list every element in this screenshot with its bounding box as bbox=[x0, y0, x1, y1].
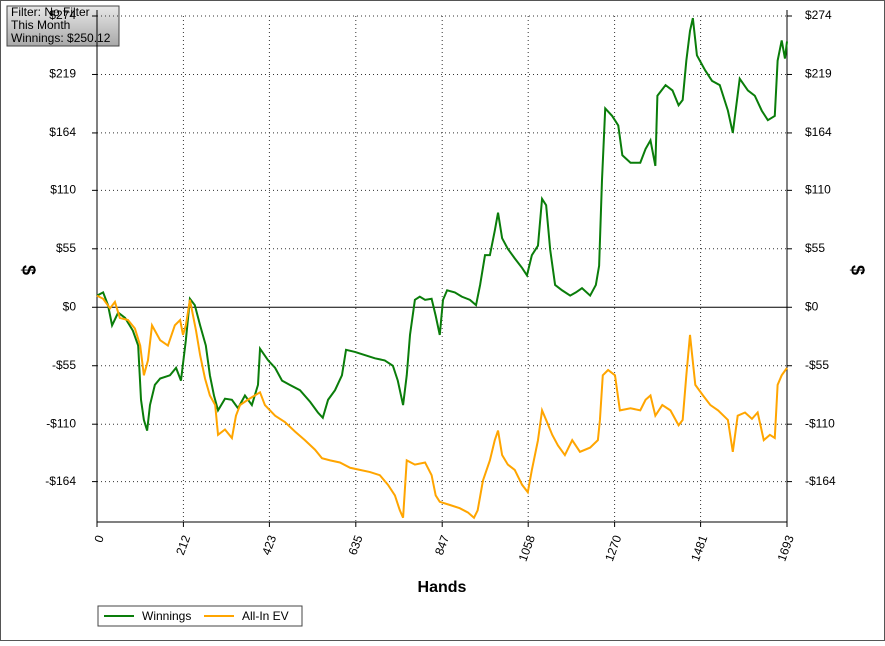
x-tick-label: 212 bbox=[173, 533, 193, 557]
series-line bbox=[96, 294, 788, 520]
y-tick-label: -$110 bbox=[46, 416, 76, 430]
legend-label: Winnings bbox=[142, 609, 191, 623]
x-tick-label: 0 bbox=[91, 533, 107, 544]
y2-tick-label: $274 bbox=[805, 8, 832, 22]
info-box bbox=[6, 5, 120, 47]
y2-tick-label: $55 bbox=[805, 241, 825, 255]
info-line: This Month bbox=[11, 18, 70, 32]
y2-tick-label: $110 bbox=[805, 183, 831, 197]
y-tick-label: $164 bbox=[49, 125, 76, 139]
y-tick-label: $55 bbox=[56, 241, 76, 255]
x-tick-label: 635 bbox=[346, 533, 366, 557]
y2-tick-label: -$55 bbox=[805, 358, 829, 372]
y-tick-label: $219 bbox=[49, 67, 76, 81]
y2-tick-label: -$164 bbox=[805, 474, 836, 488]
y2-axis-label: $ bbox=[847, 265, 867, 275]
legend-label: All-In EV bbox=[242, 609, 289, 623]
y2-tick-label: $219 bbox=[805, 67, 832, 81]
y-tick-label: -$55 bbox=[52, 358, 76, 372]
y-tick-label: $0 bbox=[63, 299, 77, 313]
x-tick-label: 423 bbox=[259, 533, 279, 557]
y2-tick-label: -$110 bbox=[805, 416, 835, 430]
series-line bbox=[96, 17, 788, 431]
y-tick-label: $274 bbox=[49, 8, 76, 22]
info-line: Filter: No Filter bbox=[11, 5, 90, 19]
info-line: Winnings: $250.12 bbox=[11, 31, 111, 45]
y-axis-label: $ bbox=[18, 265, 38, 275]
y2-tick-label: $0 bbox=[805, 299, 819, 313]
x-tick-label: 847 bbox=[432, 533, 452, 557]
legend bbox=[97, 605, 303, 627]
y-tick-label: $110 bbox=[50, 183, 76, 197]
y2-tick-label: $164 bbox=[805, 125, 832, 139]
y-tick-label: -$164 bbox=[45, 474, 76, 488]
x-axis-label: Hands bbox=[418, 579, 467, 596]
